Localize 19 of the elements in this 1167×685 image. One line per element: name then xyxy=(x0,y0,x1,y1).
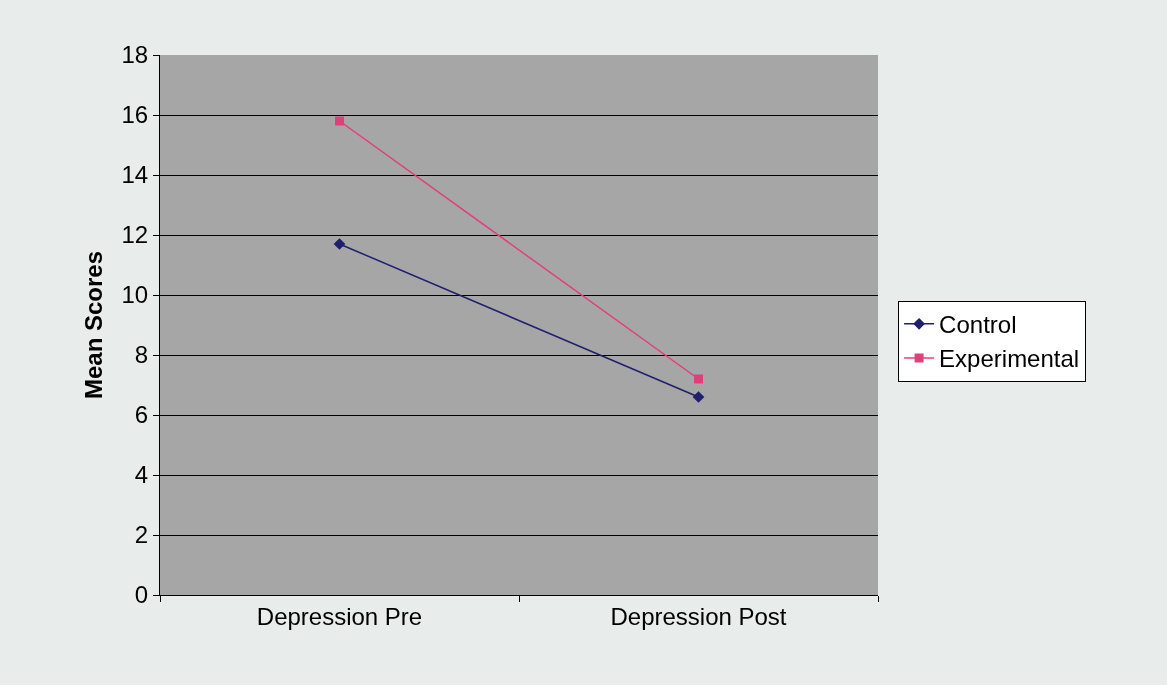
y-axis-title: Mean Scores xyxy=(80,250,107,400)
legend-label: Experimental xyxy=(939,345,1080,373)
point xyxy=(335,116,344,126)
y-tick-label: 14 xyxy=(121,161,149,189)
y-tick-label: 12 xyxy=(121,221,149,249)
point xyxy=(333,238,346,250)
y-tick-label: 0 xyxy=(134,581,149,609)
y-tick-label: 18 xyxy=(121,41,149,69)
y-tick-label: 16 xyxy=(121,101,149,129)
x-tick-label: Depression Pre xyxy=(256,602,423,630)
legend-label: Control xyxy=(939,311,1017,339)
point xyxy=(694,374,703,384)
y-tick-label: 4 xyxy=(134,461,149,489)
y-tick-label: 8 xyxy=(134,341,149,369)
point xyxy=(692,391,705,403)
y-tick-label: 10 xyxy=(121,281,149,309)
y-tick-label: 6 xyxy=(134,401,149,429)
y-tick-label: 2 xyxy=(134,521,149,549)
x-tick-label: Depression Post xyxy=(610,602,787,630)
